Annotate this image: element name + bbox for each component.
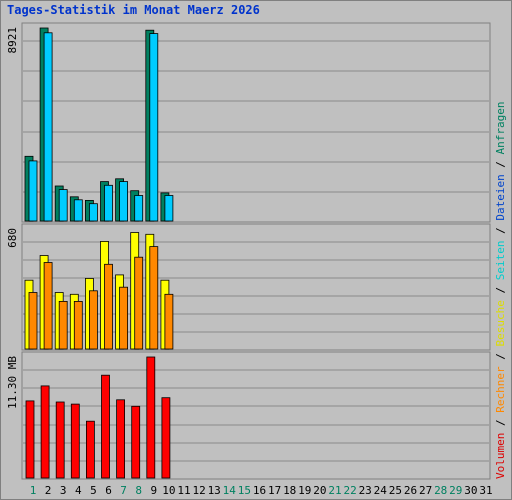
bar-dateien-day-9 (149, 33, 159, 222)
x-tick-label: 4 (75, 484, 82, 497)
bar-rechner-day-4 (73, 300, 83, 350)
x-tick-label: 1 (30, 484, 37, 497)
x-tick-label: 11 (177, 484, 190, 497)
bar-dateien-day-8 (134, 195, 144, 222)
bar-volumen-day-10 (161, 397, 171, 479)
bar-dateien-day-2 (43, 32, 53, 222)
legend-separator: / (494, 154, 507, 174)
legend: Volumen / Rechner / Besuche / Seiten / D… (494, 101, 507, 479)
legend-separator: / (494, 221, 507, 241)
max-label-top: 8921 (6, 27, 19, 54)
x-tick-label: 20 (313, 484, 326, 497)
x-tick-label: 24 (374, 484, 388, 497)
x-tick-label: 23 (359, 484, 372, 497)
bar-volumen-day-7 (116, 399, 125, 479)
bar-volumen-day-1 (25, 400, 35, 479)
bar-dateien-day-6 (104, 184, 113, 222)
x-tick-label: 30 (464, 484, 477, 497)
chart-title: Tages-Statistik im Monat Maerz 2026 (7, 3, 260, 17)
bar-rechner-day-8 (134, 256, 144, 350)
bar-volumen-day-9 (146, 356, 156, 479)
legend-item-anfragen: Anfragen (494, 101, 507, 154)
panel-middle (21, 223, 491, 351)
legend-item-besuche: Besuche (494, 300, 507, 346)
x-tick-label: 26 (404, 484, 417, 497)
bar-dateien-day-1 (28, 160, 38, 222)
legend-item-volumen: Volumen (494, 433, 507, 479)
x-tick-label: 3 (60, 484, 67, 497)
x-tick-label: 12 (192, 484, 205, 497)
bar-volumen-day-5 (86, 420, 95, 479)
x-tick-label: 17 (268, 484, 281, 497)
bar-rechner-day-9 (149, 246, 159, 350)
bar-rechner-day-5 (89, 290, 98, 350)
x-tick-label: 22 (343, 484, 356, 497)
legend-separator: / (494, 347, 507, 367)
legend-separator: / (494, 280, 507, 300)
x-tick-label: 5 (90, 484, 97, 497)
x-tick-label: 21 (328, 484, 341, 497)
bar-rechner-day-1 (28, 292, 38, 350)
bar-rechner-day-7 (119, 286, 128, 350)
legend-item-seiten: Seiten (494, 241, 507, 281)
x-tick-label: 13 (208, 484, 221, 497)
bar-rechner-day-2 (43, 262, 53, 350)
legend-item-rechner: Rechner (494, 366, 507, 413)
x-tick-label: 10 (162, 484, 175, 497)
x-tick-label: 2 (45, 484, 52, 497)
x-tick-label: 9 (150, 484, 157, 497)
legend-separator: / (494, 413, 507, 433)
legend-item-dateien: Dateien (494, 174, 507, 220)
bar-rechner-day-3 (58, 300, 68, 350)
x-tick-label: 18 (283, 484, 296, 497)
max-label-bottom: 11.30 MB (6, 356, 19, 409)
x-tick-label: 19 (298, 484, 311, 497)
x-tick-label: 31 (479, 484, 492, 497)
x-tick-label: 25 (389, 484, 402, 497)
bar-rechner-day-10 (164, 293, 174, 350)
max-label-middle: 680 (6, 228, 19, 248)
bar-volumen-day-6 (101, 374, 110, 479)
bar-dateien-day-5 (89, 203, 98, 222)
x-tick-label: 7 (120, 484, 127, 497)
bar-volumen-day-3 (55, 401, 65, 479)
bar-volumen-day-8 (131, 405, 141, 479)
bar-dateien-day-10 (164, 195, 174, 222)
x-tick-label: 27 (419, 484, 432, 497)
bar-volumen-day-2 (40, 385, 50, 479)
bar-dateien-day-7 (119, 181, 128, 222)
x-tick-label: 6 (105, 484, 112, 497)
x-tick-label: 16 (253, 484, 266, 497)
x-tick-label: 29 (449, 484, 462, 497)
bar-dateien-day-4 (73, 199, 83, 222)
x-tick-label: 8 (135, 484, 142, 497)
bar-volumen-day-4 (70, 403, 80, 479)
x-tick-label: 14 (223, 484, 237, 497)
bar-rechner-day-6 (104, 263, 113, 350)
panel-top (21, 22, 491, 223)
x-tick-label: 28 (434, 484, 447, 497)
bar-dateien-day-3 (58, 189, 68, 222)
panel-bottom (21, 351, 491, 480)
x-tick-label: 15 (238, 484, 251, 497)
